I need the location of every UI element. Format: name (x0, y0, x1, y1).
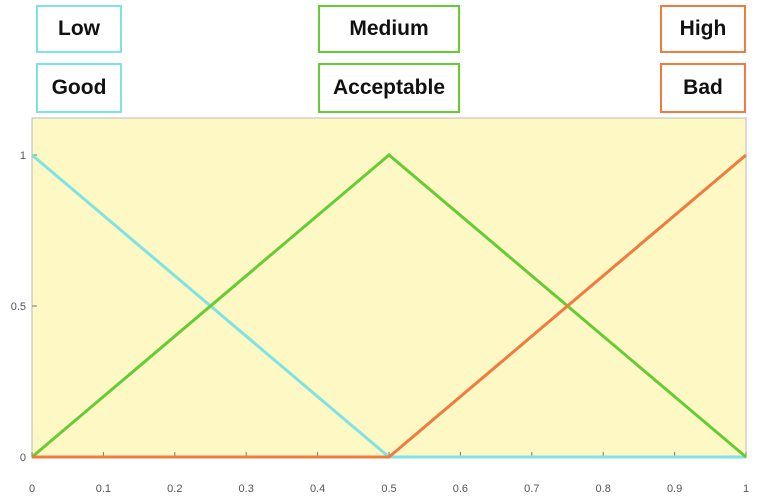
x-axis: 0 0.1 0.2 0.3 0.4 0.5 0.6 0.7 0.8 0.9 1 (29, 452, 749, 495)
label-good: Good (36, 63, 122, 113)
series-line-1 (31, 153, 747, 459)
label-high: High (660, 5, 746, 53)
label-acceptable: Acceptable (318, 63, 460, 113)
x-tick-label: 0.6 (453, 483, 468, 495)
y-tick-label: 0 (20, 452, 26, 464)
x-tick-label: 0.2 (167, 483, 182, 495)
y-tick-label: 0.5 (11, 301, 26, 313)
y-axis: 00.51 (11, 150, 37, 464)
series-group (31, 153, 747, 459)
x-tick-label: 0 (29, 483, 35, 495)
x-tick-label: 0.8 (596, 483, 611, 495)
y-tick-label: 1 (20, 150, 26, 162)
plot-area (31, 117, 747, 459)
x-tick-label: 0.7 (524, 483, 539, 495)
x-tick-label: 0.3 (239, 483, 254, 495)
x-tick-label: 1 (743, 483, 749, 495)
label-low: Low (36, 5, 122, 53)
label-bad: Bad (660, 63, 746, 113)
series-line-2 (32, 153, 747, 459)
x-tick-label: 0.9 (667, 483, 682, 495)
x-tick-label: 0.4 (310, 483, 325, 495)
label-medium: Medium (318, 5, 460, 53)
x-tick-label: 0.5 (381, 483, 396, 495)
x-tick-label: 0.1 (96, 483, 111, 495)
